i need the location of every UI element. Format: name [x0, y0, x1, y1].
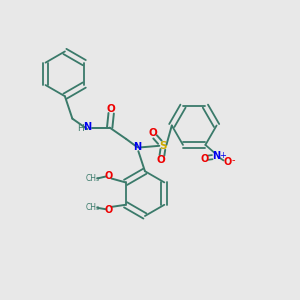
Text: +: + — [219, 151, 226, 160]
Text: O: O — [157, 155, 166, 165]
Text: O: O — [200, 154, 208, 164]
Text: O: O — [104, 205, 112, 215]
Text: N: N — [212, 151, 220, 161]
Text: O: O — [223, 157, 231, 166]
Text: O: O — [149, 128, 158, 138]
Text: H: H — [77, 124, 84, 133]
Text: -: - — [231, 155, 235, 165]
Text: CH₃: CH₃ — [86, 203, 100, 212]
Text: N: N — [134, 142, 142, 152]
Text: S: S — [159, 141, 166, 151]
Text: O: O — [104, 170, 112, 181]
Text: O: O — [107, 104, 116, 114]
Text: N: N — [82, 122, 91, 132]
Text: CH₃: CH₃ — [86, 174, 100, 183]
